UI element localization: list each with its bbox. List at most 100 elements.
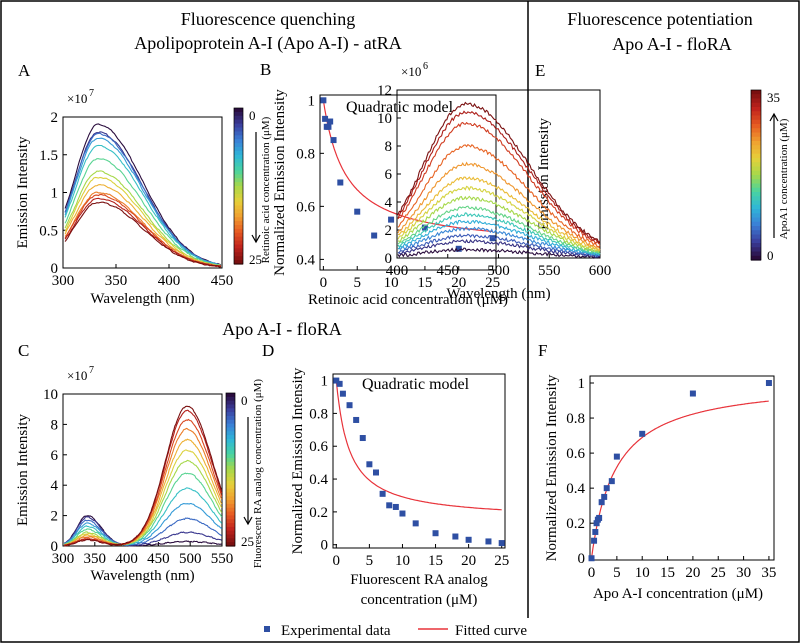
x-tick-label-E: 450 [437,263,460,279]
colorbar-segment-C [226,492,235,497]
header-apoa1-atra: Apolipoprotein A-I (Apo A-I) - atRA [134,33,401,54]
x-tick-label-C: 550 [211,551,234,567]
y-tick-label-E: 0 [385,251,393,267]
colorbar-segment-A [234,201,243,207]
colorbar-segment-A [234,193,243,199]
colorbar-segment-C [226,488,235,494]
spectrum-line-A [64,201,222,268]
data-point-D [336,380,343,387]
data-point-B [421,224,428,231]
panel-F-scatter: 0 5 10 15 20 25 30 35 0 0.2 0.4 0.6 0.8 1 F Normalized … [538,341,776,602]
y-axis-label-B: Normalized Emission Intensity [272,89,288,276]
spectrum-line-C [64,517,222,547]
data-point-B [371,232,378,239]
panel-label-F: F [538,341,547,360]
colorbar-segment-A [234,209,243,214]
axis-multiplier-exp-E: 6 [423,61,428,72]
y-tick-label-B: 0.4 [296,252,315,268]
colorbar-segment-A [234,115,243,121]
axis-multiplier-E: ×10 [401,64,421,79]
colorbar-segment-E [751,115,761,121]
spectrum-line-C [64,472,223,546]
data-point-D [498,540,505,547]
x-tick-label-E: 500 [487,263,510,279]
colorbar-label-A: Retinoic acid concentration (μM) [260,116,272,263]
x-tick-label-D: 0 [333,553,341,569]
colorbar-segment-E [751,243,761,248]
fitted-curve-F [590,400,769,559]
colorbar-segment-C [226,473,235,478]
x-axis-label-F: Apo A-I concentration (μM) [593,586,763,602]
colorbar-segment-C [226,408,235,413]
colorbar-segment-E [751,90,761,95]
y-axis-label-D: Normalized Emission Intensity [290,367,306,554]
colorbar-segment-A [234,225,243,230]
axis-multiplier-A: ×10 [67,91,87,106]
colorbar-segment-E [751,247,761,253]
spectrum-line-E [397,143,601,248]
data-point-D [353,416,360,423]
spectrum-line-E [397,195,601,254]
data-point-D [373,469,379,476]
y-tick-label-E: 12 [377,83,392,99]
colorbar-segment-A [234,228,243,234]
panel-A-spectra: 300 350 400 450 0 0.5 1 1.5 2 ×10 7 A Emission Inten… [15,61,272,307]
colorbar-segment-C [226,446,235,451]
data-point-D [366,461,373,468]
colorbar-segment-A [234,197,243,203]
colorbar-segment-E [751,213,761,219]
spectrum-line-C [64,459,223,546]
colorbar-bottom-label-A: 25 [249,252,262,267]
data-point-F [601,493,608,500]
x-tick-label-A: 350 [105,273,128,289]
y-tick-label-C: 4 [51,478,59,494]
colorbar-segment-E [751,200,761,206]
axis-multiplier-exp-A: 7 [89,88,94,99]
colorbar-segment-A [234,244,243,249]
colorbar-segment-E [751,196,761,202]
colorbar-segment-E [751,128,761,134]
header-potentiation: Fluorescence potentiation [567,9,752,29]
data-point-F [613,453,620,460]
colorbar-bottom-label-E: 0 [767,248,774,263]
colorbar-segment-A [234,186,243,191]
x-tick-label-B: 15 [417,275,432,291]
colorbar-segment-C [226,477,235,482]
spectrum-line-E [397,205,601,255]
colorbar-segment-C [226,480,235,486]
x-tick-label-B: 0 [320,275,328,291]
colorbar-segment-A [234,256,243,261]
colorbar-segment-E [751,149,761,155]
x-tick-label-F: 20 [685,565,700,581]
colorbar-segment-C [226,461,235,467]
y-tick-label-E: 4 [385,195,393,211]
colorbar-segment-A [234,221,243,226]
colorbar-segment-C [226,435,235,440]
colorbar-segment-A [234,150,243,156]
data-point-F [591,537,598,544]
y-tick-label-D: 0.2 [309,505,328,521]
colorbar-segment-A [234,213,243,218]
data-point-B [320,97,327,104]
x-tick-label-C: 400 [115,551,138,567]
spectrum-line-C [64,405,223,547]
plot-frame-F [589,375,775,561]
data-point-B [455,245,462,252]
y-tick-label-A: 0.5 [39,223,58,239]
y-tick-label-C: 10 [43,387,58,403]
data-point-B [388,216,395,223]
colorbar-segment-C [226,438,235,444]
plot-frame-B [319,94,497,271]
colorbar-segment-A [234,123,243,129]
data-point-B [330,137,337,144]
data-point-F [593,520,600,527]
colorbar-segment-E [751,226,761,231]
y-tick-label-C: 2 [51,509,59,525]
colorbar-segment-E [751,251,761,257]
colorbar-segment-E [751,217,761,223]
colorbar-segment-C [226,412,235,417]
x-axis-label-C: Wavelength (nm) [90,568,194,584]
legend-label-experimental: Experimental data [281,623,391,639]
y-tick-label-C: 8 [51,417,59,433]
fitted-curve-B [322,100,493,233]
